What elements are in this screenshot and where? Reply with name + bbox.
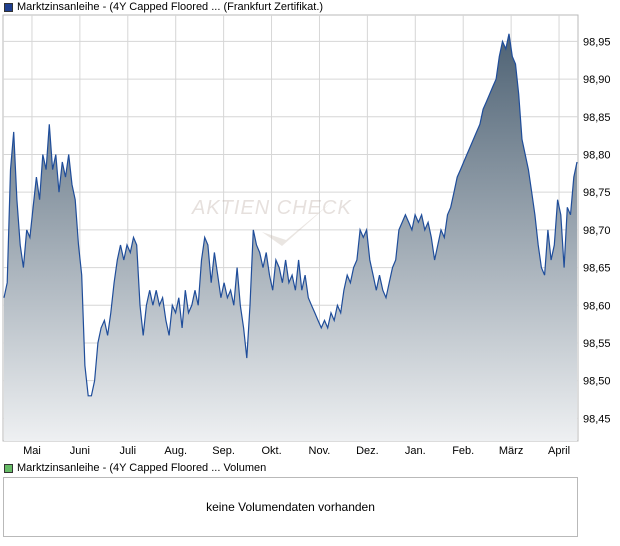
x-tick-label: Dez. <box>356 445 379 457</box>
y-tick-label: 98,50 <box>583 376 611 388</box>
x-tick-label: Aug. <box>164 445 187 457</box>
y-tick-label: 98,95 <box>583 36 611 48</box>
x-tick-label: Nov. <box>309 445 331 457</box>
x-tick-label: Mai <box>23 445 41 457</box>
volume-panel: keine Volumendaten vorhanden <box>3 477 578 537</box>
watermark: AKTIEN CHECK <box>191 197 352 246</box>
x-tick-label: Feb. <box>452 445 474 457</box>
x-tick-label: März <box>499 445 523 457</box>
y-tick-label: 98,70 <box>583 225 611 237</box>
legend-volume-label: Marktzinsanleihe - (4Y Capped Floored ..… <box>17 462 267 474</box>
y-tick-label: 98,65 <box>583 263 611 275</box>
x-tick-label: Juli <box>120 445 137 457</box>
price-line <box>3 33 578 397</box>
y-tick-label: 98,90 <box>583 74 611 86</box>
y-tick-label: 98,75 <box>583 187 611 199</box>
y-tick-label: 98,85 <box>583 112 611 124</box>
legend-price-label: Marktzinsanleihe - (4Y Capped Floored ..… <box>17 1 324 13</box>
legend-price-swatch <box>4 2 13 12</box>
y-tick-label: 98,55 <box>583 338 611 350</box>
y-tick-label: 98,45 <box>583 413 611 425</box>
y-tick-label: 98,80 <box>583 149 611 161</box>
y-tick-label: 98,60 <box>583 300 611 312</box>
legend-price: Marktzinsanleihe - (4Y Capped Floored ..… <box>4 0 323 14</box>
price-area <box>4 33 577 442</box>
legend-volume: Marktzinsanleihe - (4Y Capped Floored ..… <box>4 461 266 475</box>
legend-volume-swatch <box>4 463 13 473</box>
price-chart: AKTIEN CHECK Mai Juni Juli Aug. Sep. Okt. Nov.… <box>2 14 611 457</box>
x-tick-label: Okt. <box>261 445 281 457</box>
svg-text:AKTIEN CHECK: AKTIEN CHECK <box>191 197 352 219</box>
x-tick-label: Jan. <box>405 445 426 457</box>
x-tick-label: April <box>548 445 570 457</box>
x-tick-label: Sep. <box>212 445 235 457</box>
volume-empty-message: keine Volumendaten vorhanden <box>206 500 375 514</box>
x-tick-label: Juni <box>70 445 90 457</box>
